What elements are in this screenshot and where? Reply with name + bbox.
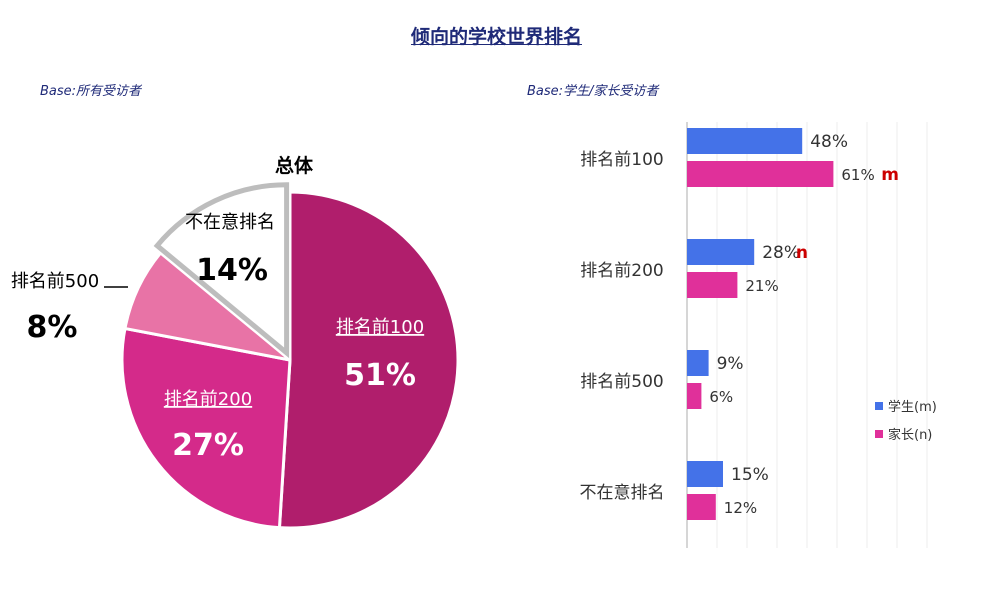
bar-value-students-top500: 9%	[717, 354, 744, 374]
pie-value-top100: 51%	[344, 358, 416, 393]
pie-slice-dont-care	[153, 182, 290, 359]
bar-parents-dont-care	[687, 494, 716, 520]
bar-parents-top200	[687, 272, 738, 298]
bar-category-top500: 排名前500	[580, 372, 663, 392]
bar-value-parents-top500: 6%	[709, 388, 733, 406]
legend-label-parents: 家长(n)	[888, 428, 933, 443]
pie-label-top200: 排名前200	[164, 389, 252, 410]
bar-value-parents-top200: 21%	[745, 277, 778, 295]
bar-category-top200: 排名前200	[580, 261, 663, 281]
significance-marker: m	[881, 165, 899, 185]
bar-value-parents-dont-care: 12%	[724, 499, 757, 517]
pie-slice-top500	[123, 250, 291, 362]
bar-value-students-top100: 48%	[810, 132, 848, 152]
legend-item-parents: 家长(n)	[875, 424, 932, 443]
legend-item-students: 学生(m)	[875, 396, 937, 415]
pie-slice-top100	[277, 190, 460, 530]
bar-category-dont-care: 不在意排名	[580, 483, 665, 503]
pie-title: 总体	[275, 154, 314, 177]
bar-value-students-dont-care: 15%	[731, 465, 769, 485]
pie-slice-top200	[120, 326, 292, 530]
bar-students-dont-care	[687, 461, 723, 487]
legend-label-students: 学生(m)	[888, 400, 937, 415]
bar-parents-top500	[687, 383, 702, 409]
pie-value-dont-care: 14%	[196, 253, 268, 288]
pie-label-dont-care: 不在意排名	[185, 212, 275, 233]
bar-parents-top100	[687, 161, 834, 187]
pie-label-top100: 排名前100	[336, 317, 424, 338]
bar-category-top100: 排名前100	[580, 150, 663, 170]
legend-swatch-students	[875, 401, 883, 410]
significance-marker: n	[796, 243, 808, 263]
pie-value-top200: 27%	[172, 428, 244, 463]
base-note-left: Base:所有受访者	[40, 84, 142, 99]
bar-value-students-top200: 28%	[762, 243, 800, 263]
legend-swatch-parents	[875, 429, 883, 438]
bar-students-top100	[687, 128, 803, 154]
pie-label-top500: 排名前500	[11, 271, 99, 292]
bar-students-top200	[687, 239, 755, 265]
bar-value-parents-top100: 61%	[841, 166, 874, 184]
bar-students-top500	[687, 350, 709, 376]
base-note-right: Base:学生/家长受访者	[527, 84, 659, 99]
pie-value-top500: 8%	[27, 310, 78, 345]
chart-title: 倾向的学校世界排名	[410, 26, 582, 48]
